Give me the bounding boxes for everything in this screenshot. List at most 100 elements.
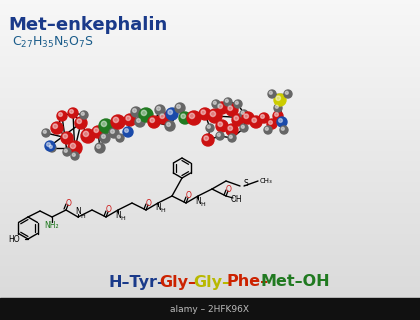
Circle shape <box>75 117 87 129</box>
Circle shape <box>207 125 210 128</box>
Circle shape <box>63 134 68 139</box>
Circle shape <box>181 114 186 118</box>
Circle shape <box>81 112 84 115</box>
Text: H: H <box>201 202 205 206</box>
Circle shape <box>155 105 165 115</box>
Text: Phe–: Phe– <box>227 275 269 290</box>
Circle shape <box>206 124 214 132</box>
Circle shape <box>167 123 171 126</box>
Text: HO: HO <box>8 235 20 244</box>
Circle shape <box>168 110 173 115</box>
Text: Gly–: Gly– <box>193 275 230 290</box>
Circle shape <box>179 112 191 124</box>
Circle shape <box>269 121 273 124</box>
Circle shape <box>72 153 75 156</box>
Circle shape <box>250 116 262 128</box>
Circle shape <box>226 104 238 116</box>
Circle shape <box>126 116 131 121</box>
Circle shape <box>136 119 140 122</box>
Text: O: O <box>226 185 232 194</box>
Circle shape <box>242 112 254 124</box>
Circle shape <box>273 111 283 121</box>
Circle shape <box>218 122 223 126</box>
Circle shape <box>264 126 272 134</box>
Circle shape <box>70 109 73 113</box>
Circle shape <box>216 102 228 114</box>
Circle shape <box>234 100 242 108</box>
Circle shape <box>47 143 50 147</box>
Circle shape <box>59 113 63 116</box>
Circle shape <box>277 117 287 127</box>
Circle shape <box>110 130 114 133</box>
Circle shape <box>210 111 215 116</box>
Circle shape <box>241 125 244 128</box>
Circle shape <box>204 136 208 140</box>
Text: Met–enkephalin: Met–enkephalin <box>8 16 167 34</box>
Text: N: N <box>115 211 121 220</box>
Text: H: H <box>121 215 126 220</box>
Text: N: N <box>75 207 81 217</box>
Circle shape <box>166 108 178 120</box>
Text: alamy – 2HFK96X: alamy – 2HFK96X <box>171 305 249 314</box>
Text: O: O <box>146 198 152 207</box>
Circle shape <box>225 99 228 102</box>
Circle shape <box>160 114 165 118</box>
Circle shape <box>216 132 224 140</box>
Circle shape <box>43 130 46 133</box>
Text: H: H <box>81 213 85 219</box>
Circle shape <box>141 110 147 116</box>
Circle shape <box>213 101 216 104</box>
Circle shape <box>234 116 239 121</box>
Circle shape <box>202 134 214 146</box>
Circle shape <box>276 96 281 100</box>
Circle shape <box>139 108 153 122</box>
Circle shape <box>275 105 278 108</box>
Text: S: S <box>244 180 248 188</box>
Circle shape <box>240 124 248 132</box>
Circle shape <box>252 118 257 123</box>
Circle shape <box>226 124 238 136</box>
Circle shape <box>116 134 124 142</box>
Text: Met–OH: Met–OH <box>261 275 331 290</box>
Circle shape <box>265 127 268 130</box>
Circle shape <box>201 110 205 115</box>
Circle shape <box>53 124 58 128</box>
Circle shape <box>94 128 98 132</box>
Circle shape <box>92 126 104 138</box>
Circle shape <box>229 135 232 138</box>
Circle shape <box>224 98 232 106</box>
Circle shape <box>208 109 222 123</box>
Circle shape <box>199 108 211 120</box>
Circle shape <box>70 143 76 148</box>
Circle shape <box>77 119 81 124</box>
Text: OH: OH <box>230 195 242 204</box>
Circle shape <box>212 100 220 108</box>
Circle shape <box>232 114 244 126</box>
Circle shape <box>117 135 120 138</box>
Circle shape <box>189 113 194 118</box>
Circle shape <box>285 91 288 94</box>
Circle shape <box>260 115 265 118</box>
Circle shape <box>240 110 248 118</box>
Circle shape <box>113 117 118 123</box>
Circle shape <box>95 143 105 153</box>
Circle shape <box>274 104 282 112</box>
Bar <box>0 298 420 320</box>
Circle shape <box>80 111 88 119</box>
Circle shape <box>158 112 170 124</box>
Circle shape <box>124 114 136 126</box>
Circle shape <box>102 135 105 138</box>
Circle shape <box>150 118 155 123</box>
Circle shape <box>217 133 221 136</box>
Circle shape <box>187 111 201 125</box>
Circle shape <box>274 94 286 106</box>
Text: N: N <box>155 204 161 212</box>
Circle shape <box>125 129 129 132</box>
Circle shape <box>131 107 141 117</box>
Text: O: O <box>66 198 72 207</box>
Text: N: N <box>195 196 201 205</box>
Circle shape <box>148 116 160 128</box>
Circle shape <box>228 134 236 142</box>
Circle shape <box>64 149 67 152</box>
Circle shape <box>83 131 89 137</box>
